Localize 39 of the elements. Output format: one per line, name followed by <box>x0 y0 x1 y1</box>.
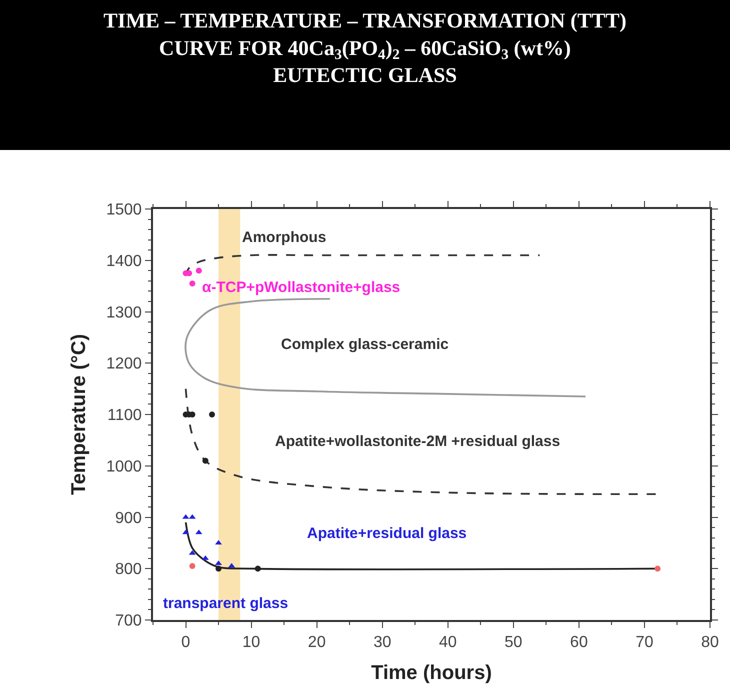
y-tick-label: 1400 <box>106 252 142 270</box>
chart-title: TIME – TEMPERATURE – TRANSFORMATION (TTT) CURVE FOR 40Ca$_{3}$(PO$_{4}$)$_{2}$ – 60CaSiO$_{3}$ (wt%) EUTECTIC GLASS <box>104 8 626 88</box>
y-tick-label: 1100 <box>107 407 142 424</box>
point <box>202 458 208 464</box>
y-tick-label: 800 <box>115 561 142 578</box>
x-axis-title: Time (hours) <box>371 662 492 684</box>
x-tick-label: 40 <box>438 634 457 652</box>
y-tick-label: 1500 <box>106 202 142 219</box>
y-axis-title: Temperature (°C) <box>68 334 90 495</box>
y-tick-label: 1300 <box>106 304 142 322</box>
point <box>208 412 215 418</box>
annotation: Apatite+residual glass <box>307 525 467 542</box>
point <box>189 563 196 570</box>
annotation: Apatite+wollastonite-2M +residual glass <box>275 433 560 450</box>
y-tick-label: 700 <box>115 612 142 630</box>
y-tick-label: 900 <box>115 510 142 527</box>
annotation: α-TCP+pWollastonite+glass <box>202 279 400 296</box>
point <box>216 566 222 572</box>
point <box>654 566 661 572</box>
x-tick-label: 50 <box>504 634 522 652</box>
point <box>189 280 196 286</box>
x-tick-label: 30 <box>373 634 392 652</box>
line-series <box>184 388 658 496</box>
point <box>196 268 202 274</box>
x-tick-label: 0 <box>181 634 190 652</box>
x-tick-label: 80 <box>701 634 719 652</box>
point <box>215 560 222 565</box>
x-tick-label: 70 <box>636 634 654 652</box>
y-tick-label: 1000 <box>106 458 142 476</box>
annotation: transparent glass <box>163 595 288 612</box>
annotation: Amorphous <box>242 229 326 246</box>
y-tick-label: 1200 <box>106 356 142 373</box>
line-series <box>184 298 586 398</box>
point <box>254 566 261 572</box>
annotation: Complex glass-ceramic <box>281 336 449 353</box>
point <box>215 540 222 544</box>
x-tick-label: 60 <box>570 634 588 652</box>
x-tick-label: 20 <box>308 634 326 652</box>
x-tick-label: 10 <box>242 634 260 652</box>
